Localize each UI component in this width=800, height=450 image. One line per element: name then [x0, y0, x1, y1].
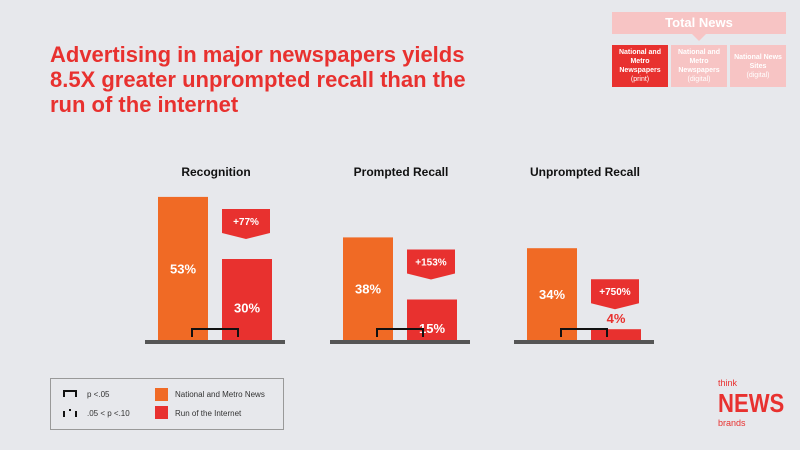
logo-brands: brands: [718, 418, 746, 428]
legend-s2: Run of the Internet: [175, 409, 242, 418]
legend-sig2: .05 < p <.10: [87, 409, 130, 418]
think-news-brands-logo: think NEWS brands: [718, 378, 796, 429]
data-label: 15%: [419, 321, 445, 336]
lift-label: +77%: [233, 217, 259, 228]
data-label: 34%: [539, 287, 565, 302]
nav-box-sub: (digital): [746, 71, 770, 79]
baseline: [330, 340, 470, 344]
nav-box-sub: (print): [630, 76, 650, 83]
bar-internet: [222, 259, 272, 340]
nav-box-2[interactable]: National News Sites (digital): [730, 45, 786, 87]
significance-bracket: [191, 328, 239, 337]
lift-callout: [407, 249, 455, 280]
bar-national: [343, 237, 393, 340]
category-label: Unprompted Recall: [530, 165, 640, 179]
legend-sig1: p <.05: [87, 390, 110, 399]
lift-callout: [591, 279, 639, 310]
baseline: [145, 340, 285, 344]
nav-box-label: National and Metro Newspapers: [677, 49, 720, 74]
legend: p <.05 .05 < p <.10 National and Metro N…: [50, 378, 284, 430]
data-label: 30%: [234, 301, 260, 316]
data-label: 4%: [607, 311, 626, 326]
legend-s1: National and Metro News: [175, 390, 265, 399]
data-label: 38%: [355, 282, 381, 297]
logo-think: think: [718, 378, 738, 388]
significance-bracket: [376, 328, 424, 337]
lift-label: +750%: [599, 287, 631, 298]
nav-box-label: National News Sites: [734, 53, 782, 70]
nav-box-sub: (digital): [687, 76, 711, 83]
bracket-solid-icon: [63, 390, 77, 417]
significance-bracket: [560, 328, 608, 337]
arrow-icon: [692, 34, 706, 41]
bar-national: [527, 248, 577, 340]
category-label: Recognition: [181, 165, 250, 179]
bar-internet: [591, 329, 641, 340]
nav-box-label: National and Metro Newspapers: [618, 49, 661, 74]
data-label: 53%: [170, 261, 196, 276]
slide-title: Advertising in major newspapers yields 8…: [50, 42, 466, 117]
logo-news: NEWS: [718, 388, 785, 418]
legend-swatch-internet: [155, 406, 168, 419]
legend-swatch-national: [155, 388, 168, 401]
lift-callout: [222, 209, 270, 239]
bar-internet: [407, 299, 457, 340]
nav-box-1[interactable]: National and Metro Newspapers (digital): [671, 45, 727, 87]
baseline: [514, 340, 654, 344]
bar-national: [158, 196, 208, 340]
nav-box-0[interactable]: National and Metro Newspapers (print): [612, 45, 668, 87]
lift-label: +153%: [415, 258, 447, 269]
category-label: Prompted Recall: [354, 165, 449, 179]
total-news-header[interactable]: Total News: [612, 12, 786, 34]
